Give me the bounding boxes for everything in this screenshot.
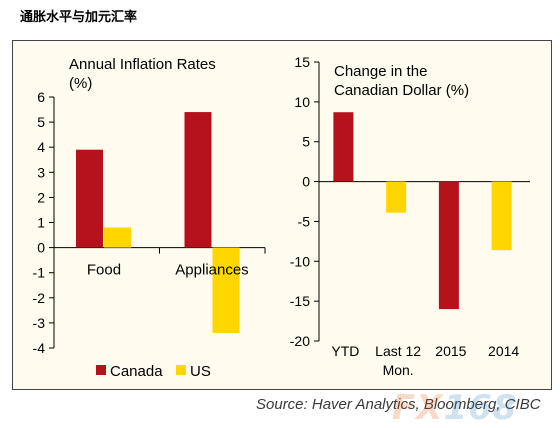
chart-canvas: Annual Inflation Rates(%)6543210-1-2-3-4… — [33, 54, 530, 380]
chart1-y-tick-label: 4 — [37, 139, 45, 155]
chart2-y-tick-label: -10 — [290, 253, 310, 269]
chart2-bar-2014 — [491, 181, 512, 251]
chart1-y-tick-label: 1 — [37, 215, 45, 231]
chart1-y-tick-label: 6 — [37, 89, 45, 105]
chart1-y-tick-label: -1 — [33, 265, 46, 281]
chart2-y-tick-label: -15 — [290, 293, 310, 309]
legend-swatch-canada — [96, 365, 106, 375]
chart1-y-tick-label: 0 — [37, 240, 45, 256]
chart1-title-line: Annual Inflation Rates — [69, 56, 216, 73]
chart2-y-tick-label: 0 — [302, 174, 310, 190]
source-note: Source: Haver Analytics, Bloomberg, CIBC — [256, 396, 541, 413]
legend-label-canada: Canada — [110, 363, 163, 380]
page-title: 通胀水平与加元汇率 — [20, 10, 138, 25]
chart1-y-tick-label: -2 — [33, 290, 46, 306]
chart2-title-line: Canadian Dollar (%) — [334, 82, 469, 99]
legend-swatch-us — [176, 365, 186, 375]
chart2-bar-2015 — [438, 181, 459, 310]
chart1-y-tick-label: 3 — [37, 164, 45, 180]
chart2-bar-last-12-mon- — [386, 181, 407, 213]
chart1-bar-us — [212, 247, 240, 333]
chart1-y-tick-label: 2 — [37, 189, 45, 205]
chart1-y-tick-label: 5 — [37, 114, 45, 130]
chart1-title-line: (%) — [69, 75, 92, 92]
chart1-bar-us — [104, 227, 131, 248]
chart1-bar-canada — [76, 149, 103, 248]
chart1-category-label: Food — [87, 262, 121, 279]
chart-frame: Annual Inflation Rates (%) 6 5 4 3 2 1 0 -1 -2 -3 -4… — [12, 40, 552, 390]
chart2-y-tick-label: 5 — [302, 134, 310, 150]
chart2-category-label: 2014 — [488, 343, 519, 359]
chart2-category-label: YTD — [331, 343, 359, 359]
chart2-y-tick-label: -20 — [290, 333, 310, 349]
chart2-title-line: Change in the — [334, 63, 427, 80]
chart1-y-tick-label: -3 — [33, 315, 46, 331]
chart2-category-label: Last 12 — [375, 343, 421, 359]
chart2-y-tick-label: 10 — [294, 94, 310, 110]
chart2-bar-ytd — [333, 112, 354, 182]
chart1-y-tick-label: -4 — [33, 340, 46, 356]
chart1-bar-canada — [184, 112, 212, 248]
watermark-logo: FX168 — [392, 388, 518, 428]
chart1-category-label: Appliances — [175, 262, 248, 279]
legend-label-us: US — [190, 363, 211, 380]
chart2-category-label: 2015 — [435, 343, 466, 359]
chart2-category-label: Mon. — [383, 362, 414, 378]
chart2-y-tick-label: -5 — [298, 213, 311, 229]
chart2-y-tick-label: 15 — [294, 54, 310, 70]
